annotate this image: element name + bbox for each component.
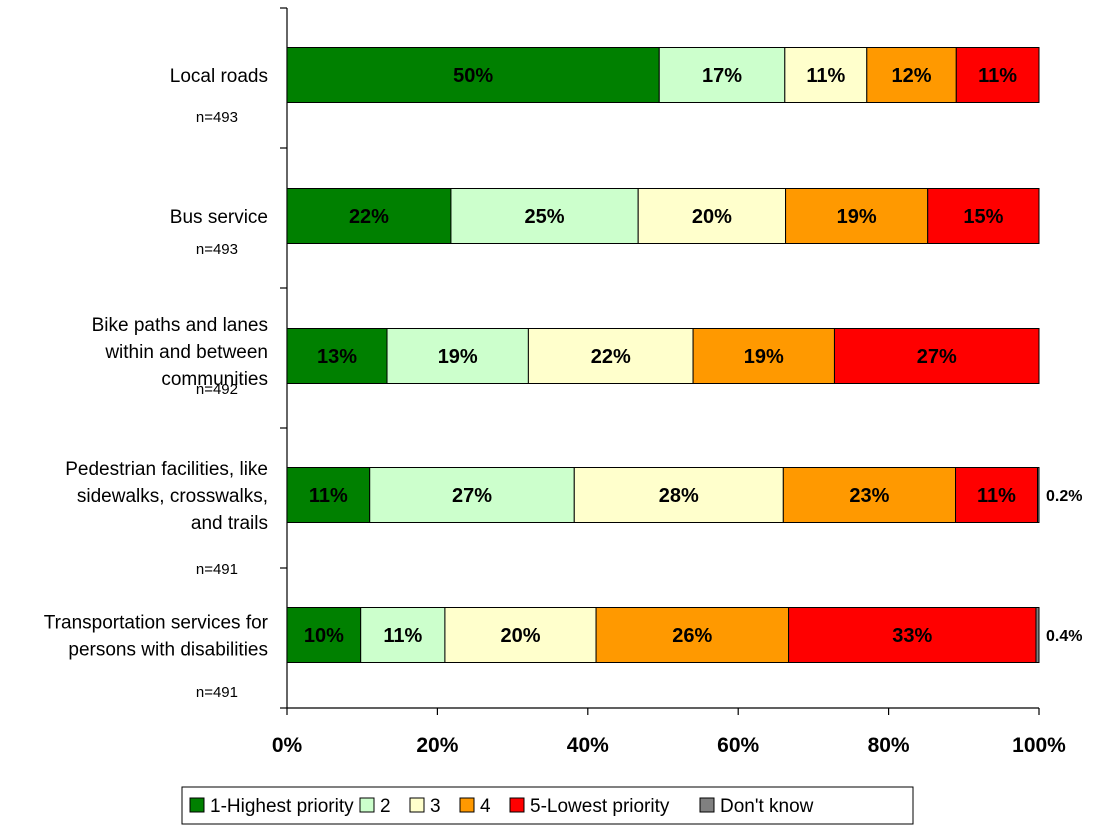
data-label: 15% [963,206,1003,228]
bar-segment [788,607,1037,663]
bar-segment [595,607,790,663]
data-label: 0.2% [1046,488,1082,505]
data-label: 11% [383,625,422,647]
category-label: Local roads [170,66,268,87]
sample-size-label: n=492 [196,381,238,398]
data-label: 33% [892,625,932,647]
bar-segment [286,328,388,384]
category-label: Bus service [170,207,268,228]
data-label: 11% [978,65,1017,87]
bar-segment [286,467,371,523]
category-label: persons with disabilities [68,640,268,661]
sample-size-label: n=491 [196,684,238,701]
data-label: 11% [977,485,1016,507]
category-labels: Local roads n=493 Bus service n=493 Bike pat… [44,66,269,701]
data-label: 11% [309,485,348,507]
data-label: 19% [438,346,478,368]
category-label: sidewalks, crosswalks, [77,486,268,507]
bar-segment [955,467,1038,523]
bars: 50% 17% 11% 12% 11% 22% 25% 20% 19% 15% 13% 19% 22% 1… [286,47,1082,663]
bar-segment [637,188,787,244]
category-label: Pedestrian facilities, like [65,459,268,480]
bar-segment [692,328,835,384]
data-label: 23% [849,485,889,507]
data-label: 22% [591,346,631,368]
legend-swatch [409,797,425,813]
x-tick-label: 80% [868,734,910,757]
legend-box [181,786,914,825]
data-label: 27% [452,485,492,507]
bar-segment [955,47,1040,103]
data-label: 10% [304,625,344,647]
data-label: 20% [692,206,732,228]
legend-label: 4 [480,796,491,817]
x-tick-label: 60% [717,734,759,757]
legend-swatch [189,797,205,813]
data-label: 0.4% [1046,628,1082,645]
bar-segment [784,47,868,103]
legend-swatch [509,797,525,813]
legend-label: 1-Highest priority [210,796,354,817]
bar-segment [386,328,529,384]
bar-segment [782,467,957,523]
legend-swatch [459,797,475,813]
data-label: 19% [837,206,877,228]
category-label: within and between [104,342,268,363]
data-label: 22% [349,206,389,228]
category-label: communities [161,369,268,390]
x-tick-label: 0% [272,734,303,757]
bar-segment [833,328,1040,384]
data-label: 17% [702,65,742,87]
bar-segment [444,607,597,663]
data-label: 13% [317,346,357,368]
data-label: 27% [917,346,957,368]
data-label: 11% [806,65,845,87]
bar-segment [450,188,639,244]
data-label: 28% [659,485,699,507]
bar-segment [527,328,694,384]
bar-segment [360,607,446,663]
x-tick-label: 20% [416,734,458,757]
x-tick-labels: 0% 20% 40% 60% 80% 100% [272,734,1066,757]
bar-segment [1036,467,1040,523]
category-label: Transportation services for [44,613,269,634]
data-label: 12% [892,65,932,87]
category-label: Bike paths and lanes [92,315,268,336]
bar-segment [1035,607,1040,663]
data-label: 20% [500,625,540,647]
sample-size-label: n=493 [196,109,238,126]
bar-segment [785,188,929,244]
data-label: 50% [453,65,493,87]
legend-label: Don't know [720,796,814,817]
legend-label: 2 [380,796,391,817]
data-label: 19% [744,346,784,368]
legend-label: 5-Lowest priority [530,796,670,817]
bar-segment [573,467,784,523]
legend-swatch [699,797,715,813]
bar-segment [286,188,452,244]
bar-segment [369,467,575,523]
category-label: and trails [191,513,268,534]
x-tick-label: 40% [567,734,609,757]
legend-label: 3 [430,796,441,817]
legend: 1-Highest priority 2 3 4 5-Lowest priority Do… [181,786,914,825]
data-label: 25% [525,206,565,228]
data-label: 26% [672,625,712,647]
bar-segment [286,607,362,663]
bar-segment [927,188,1040,244]
x-tick-label: 100% [1012,734,1066,757]
legend-swatch [359,797,375,813]
sample-size-label: n=493 [196,241,238,258]
sample-size-label: n=491 [196,561,238,578]
